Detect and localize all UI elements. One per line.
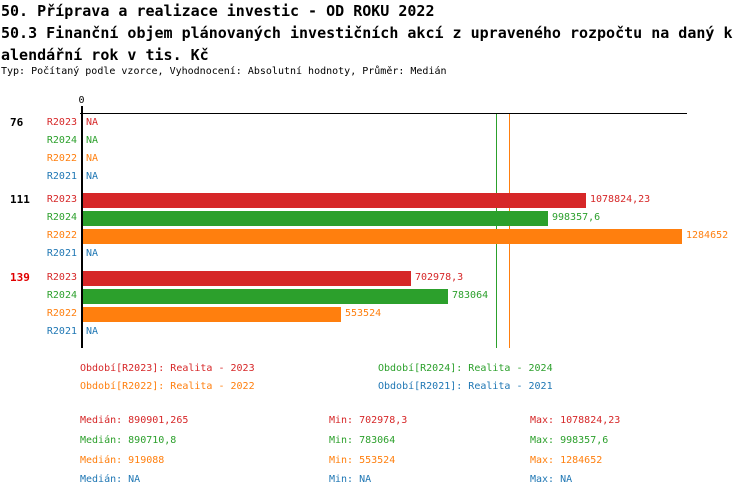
group-label: 139 xyxy=(10,271,30,284)
row-label-r2024: R2024 xyxy=(46,212,77,223)
legend-item-r2024: Období[R2024]: Realita - 2024 xyxy=(378,363,553,374)
bar-value-na: NA xyxy=(86,135,99,146)
stat-median-r2023: Medián: 890901,265 xyxy=(80,415,189,426)
bar-value-na: NA xyxy=(86,326,99,337)
row-label-r2024: R2024 xyxy=(46,290,77,301)
bar-value-label: 702978,3 xyxy=(415,272,464,283)
row-label-r2021: R2021 xyxy=(46,326,77,337)
bar-r2022 xyxy=(83,229,682,244)
axis-zero-tick-label: 0 xyxy=(78,95,85,106)
x-axis-line xyxy=(80,113,687,114)
bar-value-na: NA xyxy=(86,153,99,164)
chart-subtitle-line1: 50.3 Finanční objem plánovaných investič… xyxy=(1,24,733,42)
bar-value-label: 1078824,23 xyxy=(590,194,651,205)
row-label-r2021: R2021 xyxy=(46,171,77,182)
stat-max-r2023: Max: 1078824,23 xyxy=(530,415,621,426)
stat-max-r2022: Max: 1284652 xyxy=(530,455,603,466)
row-label-r2022: R2022 xyxy=(46,230,77,241)
stat-min-r2021: Min: NA xyxy=(329,474,372,485)
stat-min-r2023: Min: 702978,3 xyxy=(329,415,408,426)
legend-item-r2021: Období[R2021]: Realita - 2021 xyxy=(378,381,553,392)
stat-min-r2022: Min: 553524 xyxy=(329,455,396,466)
bar-value-label: 1284652 xyxy=(686,230,729,241)
chart-meta-info: Typ: Počítaný podle vzorce, Vyhodnocení:… xyxy=(1,66,447,77)
stat-median-r2024: Medián: 890710,8 xyxy=(80,435,177,446)
page-title: 50. Příprava a realizace investic - OD R… xyxy=(1,2,435,20)
row-label-r2023: R2023 xyxy=(46,272,77,283)
bar-value-label: 553524 xyxy=(345,308,382,319)
bar-value-na: NA xyxy=(86,248,99,259)
row-label-r2021: R2021 xyxy=(46,248,77,259)
y-axis-line xyxy=(81,106,83,348)
stat-median-r2021: Medián: NA xyxy=(80,474,141,485)
stat-max-r2021: Max: NA xyxy=(530,474,573,485)
bar-r2022 xyxy=(83,307,341,322)
row-label-r2023: R2023 xyxy=(46,117,77,128)
stat-min-r2024: Min: 783064 xyxy=(329,435,396,446)
row-label-r2023: R2023 xyxy=(46,194,77,205)
row-label-r2022: R2022 xyxy=(46,153,77,164)
row-label-r2024: R2024 xyxy=(46,135,77,146)
stat-median-r2022: Medián: 919088 xyxy=(80,455,165,466)
bar-r2024 xyxy=(83,211,548,226)
stat-max-r2024: Max: 998357,6 xyxy=(530,435,609,446)
bar-r2023 xyxy=(83,193,586,208)
bar-value-na: NA xyxy=(86,117,99,128)
bar-value-label: 998357,6 xyxy=(552,212,601,223)
row-label-r2022: R2022 xyxy=(46,308,77,319)
bar-value-label: 783064 xyxy=(452,290,489,301)
bar-value-na: NA xyxy=(86,171,99,182)
group-label: 111 xyxy=(10,193,30,206)
legend-item-r2023: Období[R2023]: Realita - 2023 xyxy=(80,363,255,374)
bar-r2023 xyxy=(83,271,411,286)
chart-subtitle-line2: alendářní rok v tis. Kč xyxy=(1,46,209,64)
group-label: 76 xyxy=(10,116,24,129)
bar-r2024 xyxy=(83,289,448,304)
legend-item-r2022: Období[R2022]: Realita - 2022 xyxy=(80,381,255,392)
